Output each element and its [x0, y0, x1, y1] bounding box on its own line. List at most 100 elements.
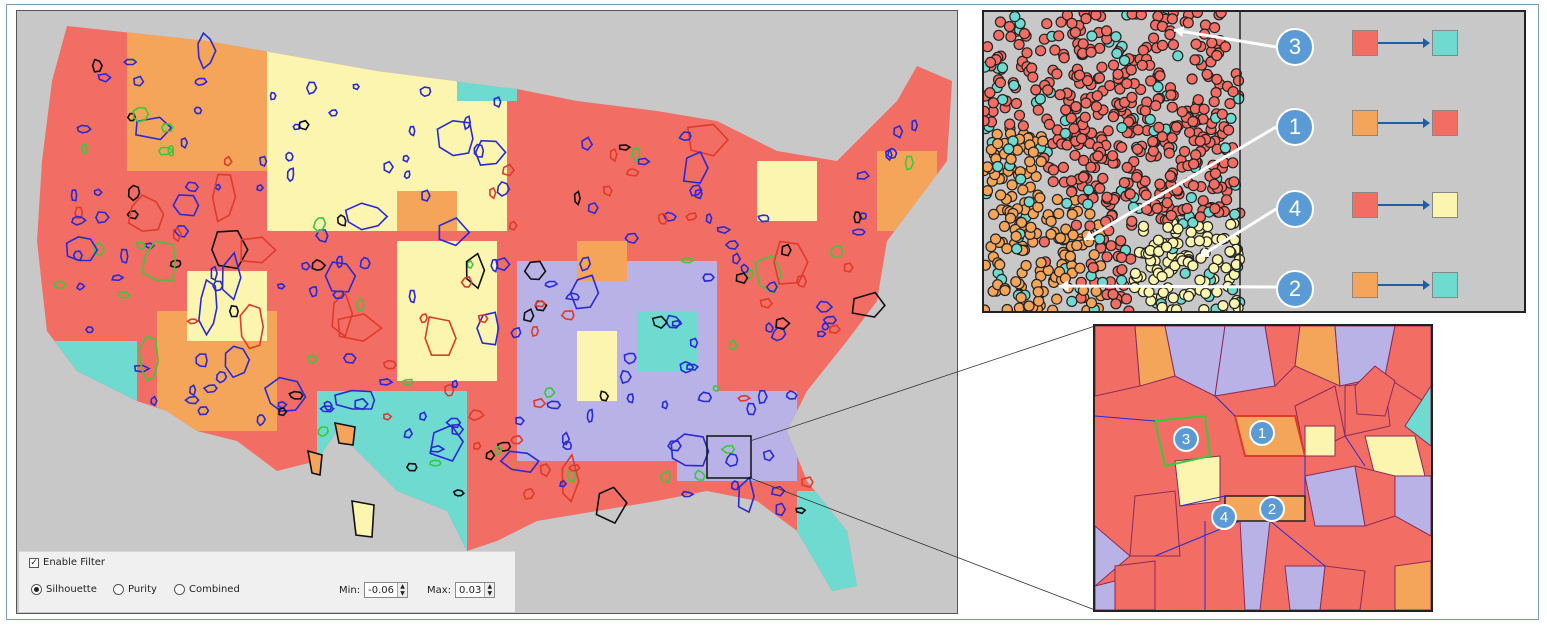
cluster-outline[interactable] [285, 151, 294, 162]
cluster-outline[interactable] [93, 242, 106, 258]
cluster-outline[interactable] [180, 137, 189, 149]
cluster-outline[interactable] [467, 409, 485, 422]
cluster-outline[interactable] [378, 378, 394, 386]
cluster-outline[interactable] [288, 390, 304, 400]
cluster-outline[interactable] [759, 297, 774, 309]
max-spinbox[interactable]: 0.03 ▲ ▼ [455, 582, 496, 598]
cluster-outline[interactable] [716, 225, 732, 235]
cluster-outline[interactable] [95, 211, 110, 224]
cluster-outline[interactable] [452, 489, 466, 497]
cluster-outline[interactable] [602, 185, 613, 197]
cluster-outline[interactable] [307, 354, 319, 364]
cluster-outline[interactable] [212, 280, 224, 292]
cluster-outline[interactable] [533, 397, 547, 409]
cluster-outline[interactable] [65, 236, 99, 262]
cluster-outline[interactable] [466, 259, 474, 270]
cluster-outline[interactable] [815, 300, 834, 313]
cluster-outline[interactable] [402, 154, 410, 163]
cluster-outline[interactable] [559, 479, 568, 488]
cluster-outline[interactable] [150, 395, 158, 407]
cluster-outline[interactable] [336, 255, 344, 269]
cluster-outline[interactable] [546, 400, 562, 410]
cluster-outline[interactable] [169, 259, 182, 269]
cluster-outline[interactable] [694, 188, 703, 200]
cluster-outline[interactable] [133, 75, 145, 87]
cluster-outline[interactable] [460, 275, 473, 288]
cluster-outline[interactable] [197, 406, 210, 416]
cluster-outline[interactable] [197, 31, 217, 70]
cluster-outline[interactable] [586, 408, 594, 423]
combined-radio[interactable] [174, 584, 185, 595]
cluster-outline[interactable] [419, 411, 428, 422]
cluster-outline[interactable] [724, 453, 739, 468]
cluster-outline[interactable] [539, 463, 552, 478]
cluster-outline[interactable] [736, 394, 752, 402]
cluster-outline[interactable] [215, 370, 228, 384]
cluster-outline[interactable] [429, 424, 465, 462]
cluster-outline[interactable] [211, 173, 237, 223]
map-canvas[interactable] [17, 11, 957, 613]
cluster-outline[interactable] [856, 170, 870, 180]
cluster-outline[interactable] [720, 444, 736, 454]
cluster-outline[interactable] [689, 337, 699, 349]
cluster-outline[interactable] [97, 72, 112, 83]
cluster-outline[interactable] [515, 416, 525, 426]
cluster-outline[interactable] [315, 229, 329, 243]
cluster-outline[interactable] [403, 170, 411, 180]
cluster-outline[interactable] [443, 383, 455, 397]
cluster-outline[interactable] [485, 449, 496, 461]
cluster-outline[interactable] [581, 136, 594, 151]
zoom-selection-box[interactable] [706, 435, 752, 479]
cluster-outline[interactable] [403, 427, 414, 439]
cluster-outline[interactable] [194, 77, 208, 87]
cluster-outline[interactable] [682, 150, 709, 184]
cluster-outline[interactable] [609, 148, 618, 163]
cluster-outline[interactable] [210, 265, 218, 282]
cluster-outline[interactable] [904, 155, 915, 171]
cluster-outline[interactable] [202, 384, 218, 394]
highlighted-cluster[interactable] [333, 421, 356, 446]
cluster-outline[interactable] [405, 462, 418, 472]
cluster-outline[interactable] [624, 232, 639, 244]
cluster-outline[interactable] [561, 431, 571, 446]
cluster-outline[interactable] [496, 256, 511, 272]
cluster-outline[interactable] [76, 282, 86, 291]
cluster-outline[interactable] [685, 212, 698, 222]
cluster-outline[interactable] [135, 116, 173, 141]
cluster-outline[interactable] [172, 227, 183, 243]
cluster-outline[interactable] [93, 188, 103, 197]
cluster-outline[interactable] [337, 313, 383, 343]
cluster-outline[interactable] [852, 228, 867, 236]
cluster-outline[interactable] [221, 251, 242, 301]
cluster-outline[interactable] [679, 360, 695, 374]
cluster-outline[interactable] [595, 486, 628, 525]
cluster-outline[interactable] [762, 449, 775, 462]
highlighted-cluster[interactable] [306, 449, 323, 477]
cluster-outline[interactable] [477, 313, 489, 324]
cluster-outline[interactable] [893, 124, 904, 139]
mode-silhouette[interactable]: Silhouette [31, 584, 97, 595]
cluster-outline[interactable] [657, 212, 668, 225]
cluster-outline[interactable] [419, 312, 428, 324]
cluster-outline[interactable] [332, 290, 345, 300]
cluster-outline[interactable] [53, 280, 67, 289]
cluster-outline[interactable] [76, 124, 92, 134]
cluster-outline[interactable] [195, 353, 208, 368]
cluster-outline[interactable] [697, 391, 713, 403]
min-spinbox[interactable]: -0.06 ▲ ▼ [364, 582, 408, 598]
cluster-outline[interactable] [493, 96, 502, 109]
cluster-outline[interactable] [843, 262, 854, 273]
cluster-outline[interactable] [510, 326, 522, 339]
cluster-outline[interactable] [127, 194, 165, 233]
scatter-canvas[interactable] [984, 12, 1524, 311]
cluster-outline[interactable] [670, 433, 710, 467]
cluster-outline[interactable] [796, 275, 808, 288]
cluster-outline[interactable] [184, 181, 200, 193]
cluster-outline[interactable] [91, 58, 103, 73]
enable-filter-row[interactable]: ✓ Enable Filter [29, 557, 105, 568]
cluster-outline[interactable] [573, 190, 581, 206]
cluster-outline[interactable] [408, 125, 416, 137]
cluster-outline[interactable] [408, 289, 416, 304]
cluster-outline[interactable] [773, 240, 809, 285]
cluster-outline[interactable] [111, 274, 125, 282]
